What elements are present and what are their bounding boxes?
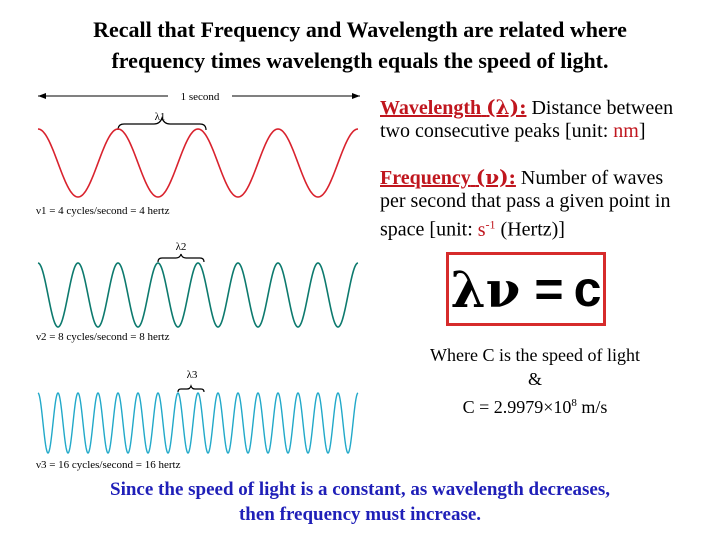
wave-3-curve [37, 392, 359, 454]
lambda-1-label: λ1 [155, 111, 166, 123]
wavelength-definition: Wavelength (λ): Distance between two con… [380, 95, 674, 143]
wave-2-curve [37, 262, 359, 328]
lambda-2-label: λ2 [176, 241, 187, 253]
speed-of-light-note: Where C is the speed of light & C = 2.99… [380, 343, 690, 419]
equation-equals: = [534, 261, 564, 317]
frequency-unit: s-1 [477, 217, 496, 241]
wavelength-unit: nm [613, 120, 639, 142]
wavelength-term: Wavelength (λ): [380, 95, 527, 120]
equation-box: λν = c [446, 252, 606, 326]
equation-rhs: c [573, 261, 602, 317]
slide-title: Recall that Frequency and Wavelength are… [20, 14, 700, 76]
lambda-3-label: λ3 [187, 369, 198, 381]
frequency-term: Frequency (ν): [380, 165, 516, 190]
frequency-definition: Frequency (ν): Number of waves per secon… [380, 165, 671, 241]
title-line-2: frequency times wavelength equals the sp… [111, 48, 609, 73]
title-line-1: Recall that Frequency and Wavelength are… [93, 17, 627, 42]
wave-1-curve [37, 128, 359, 198]
time-label: 1 second [181, 91, 220, 103]
lambda-3-brace [177, 384, 205, 393]
time-arrow: 1 second [38, 91, 360, 103]
freq-1-label: ν1 = 4 cycles/second = 4 hertz [36, 205, 170, 217]
freq-3-label: ν3 = 16 cycles/second = 16 hertz [36, 459, 181, 471]
lambda-1-brace [117, 116, 207, 131]
conclusion-text: Since the speed of light is a constant, … [110, 479, 610, 525]
speed-of-light-value: C = 2.9979×108 m/s [462, 397, 608, 417]
equation-lhs: λν [450, 259, 521, 319]
freq-2-label: ν2 = 8 cycles/second = 8 hertz [36, 331, 170, 343]
lambda-2-brace [157, 253, 205, 263]
